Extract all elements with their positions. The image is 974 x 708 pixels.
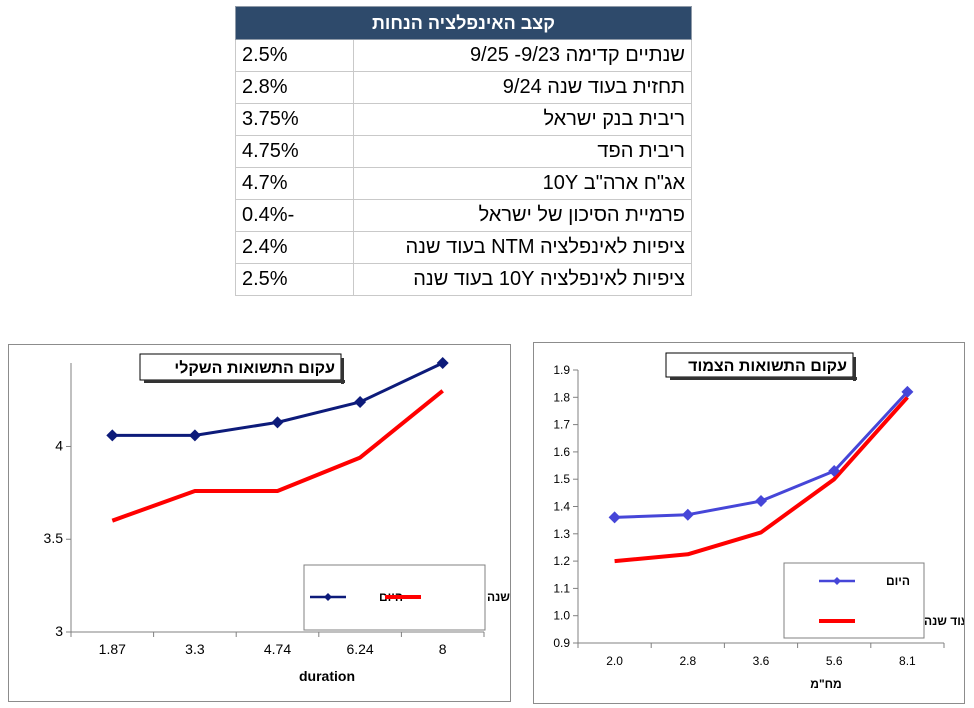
row-value: 2.8%: [235, 71, 354, 104]
y-tick-label: 4: [55, 437, 63, 453]
legend-marker: [324, 593, 332, 601]
y-tick-label: 0.9: [553, 636, 570, 650]
row-label: ריבית בנק ישראל: [353, 103, 692, 136]
y-tick-label: 3.5: [44, 530, 64, 546]
data-point: [271, 416, 284, 429]
row-label: אג"ח ארה"ב 10Y: [353, 167, 692, 200]
legend-box: [783, 562, 925, 639]
series-line: [111, 389, 444, 523]
row-value: 2.5%: [235, 39, 354, 72]
x-axis-title: duration: [299, 668, 355, 684]
row-value: 2.4%: [235, 231, 354, 264]
row-value: 4.75%: [235, 135, 354, 168]
nominal-yield-curve-chart: 3 3.5 4 1.87 3.3 4.74 6.24 8 duration עקום התשואו…: [8, 344, 539, 702]
table-row: אג"ח ארה"ב 10Y 4.7%: [235, 167, 692, 200]
x-tick-label: 5.6: [826, 654, 843, 668]
chart-title-shadow: [341, 358, 344, 384]
data-point: [188, 429, 201, 442]
y-tick-label: 1.4: [553, 500, 570, 514]
y-tick-label: 1.8: [553, 390, 570, 404]
inflation-assumptions-table: קצב האינפלציה הנחות שנתיים קדימה 9/23- 9…: [235, 6, 692, 296]
legend-label: בעוד שנה: [924, 614, 964, 628]
table-title: קצב האינפלציה הנחות: [235, 6, 692, 40]
y-tick-label: 1.2: [553, 554, 570, 568]
chart-title: עקום התשואות הצמוד: [688, 358, 847, 375]
data-point: [106, 429, 119, 442]
chart-title: עקום התשואות השקלי: [174, 359, 335, 377]
row-value: 3.75%: [235, 103, 354, 136]
chart-title-box: [139, 353, 342, 381]
nominal-yield-curve-svg: 3 3.5 4 1.87 3.3 4.74 6.24 8 duration עקום התשואו…: [44, 353, 539, 684]
y-tick-label: 1.3: [553, 527, 570, 541]
x-tick-label: 3.3: [185, 641, 205, 657]
y-tick-label: 1.7: [553, 418, 570, 432]
row-label: ריבית הפד: [353, 135, 692, 168]
legend-label: היום: [886, 574, 910, 588]
data-point: [755, 495, 767, 508]
data-point: [901, 385, 914, 398]
x-tick-label: 1.87: [99, 641, 126, 657]
y-tick-label: 1.5: [553, 472, 570, 486]
row-value: 4.7%: [235, 167, 354, 200]
table-row: ריבית בנק ישראל 3.75%: [235, 103, 692, 136]
real-yield-curve-svg: 0.9 1.0 1.1 1.2 1.3 1.4 1.5 1.6 1.7 1.8 1.9 2.0 2.8 3…: [553, 352, 974, 691]
data-point: [828, 465, 841, 478]
y-tick-label: 1.0: [553, 609, 570, 623]
x-tick-label: 2.8: [679, 654, 696, 668]
row-value: -0.4%: [235, 199, 354, 232]
data-point: [436, 357, 449, 369]
data-point: [681, 508, 694, 521]
legend-label: בעוד שנה: [487, 590, 510, 604]
table-row: פרמיית הסיכון של ישראל -0.4%: [235, 199, 692, 232]
series-line: [614, 395, 909, 564]
row-value: 2.5%: [235, 263, 354, 296]
x-tick-label: 6.24: [346, 641, 373, 657]
table-row: ציפיות לאינפלציה 10Y בעוד שנה 2.5%: [235, 263, 692, 296]
x-tick-label: 2.0: [606, 654, 623, 668]
legend-marker: [833, 577, 841, 585]
x-tick-label: 8: [439, 641, 447, 657]
chart-title-shadow: [144, 380, 345, 383]
table-row: שנתיים קדימה 9/23- 9/25 2.5%: [235, 39, 692, 72]
x-tick-label: 3.6: [753, 654, 770, 668]
x-axis-title: מח"מ: [810, 677, 842, 691]
table-row: ריבית הפד 4.75%: [235, 135, 692, 168]
table-row: ציפיות לאינפלציה NTM בעוד שנה 2.4%: [235, 231, 692, 264]
row-label: ציפיות לאינפלציה 10Y בעוד שנה: [353, 263, 692, 296]
row-label: תחזית בעוד שנה 9/24: [353, 71, 692, 104]
y-tick-label: 1.1: [553, 581, 570, 595]
row-label: פרמיית הסיכון של ישראל: [353, 199, 692, 232]
table-header-row: קצב האינפלציה הנחות: [235, 6, 692, 40]
real-yield-curve-chart: 0.9 1.0 1.1 1.2 1.3 1.4 1.5 1.6 1.7 1.8 1.9 2.0 2.8 3…: [533, 342, 974, 704]
table-row: תחזית בעוד שנה 9/24 2.8%: [235, 71, 692, 104]
x-tick-label: 8.1: [899, 654, 916, 668]
data-point: [608, 511, 621, 524]
y-tick-label: 1.6: [553, 445, 570, 459]
y-tick-label: 1.9: [553, 363, 570, 377]
chart-title-shadow: [670, 377, 857, 380]
chart-title-shadow: [853, 357, 856, 381]
row-label: שנתיים קדימה 9/23- 9/25: [353, 39, 692, 72]
chart-title-box: [665, 352, 854, 378]
x-tick-label: 4.74: [264, 641, 291, 657]
row-label: ציפיות לאינפלציה NTM בעוד שנה: [353, 231, 692, 264]
data-point: [354, 395, 367, 408]
y-tick-label: 3: [55, 623, 63, 639]
